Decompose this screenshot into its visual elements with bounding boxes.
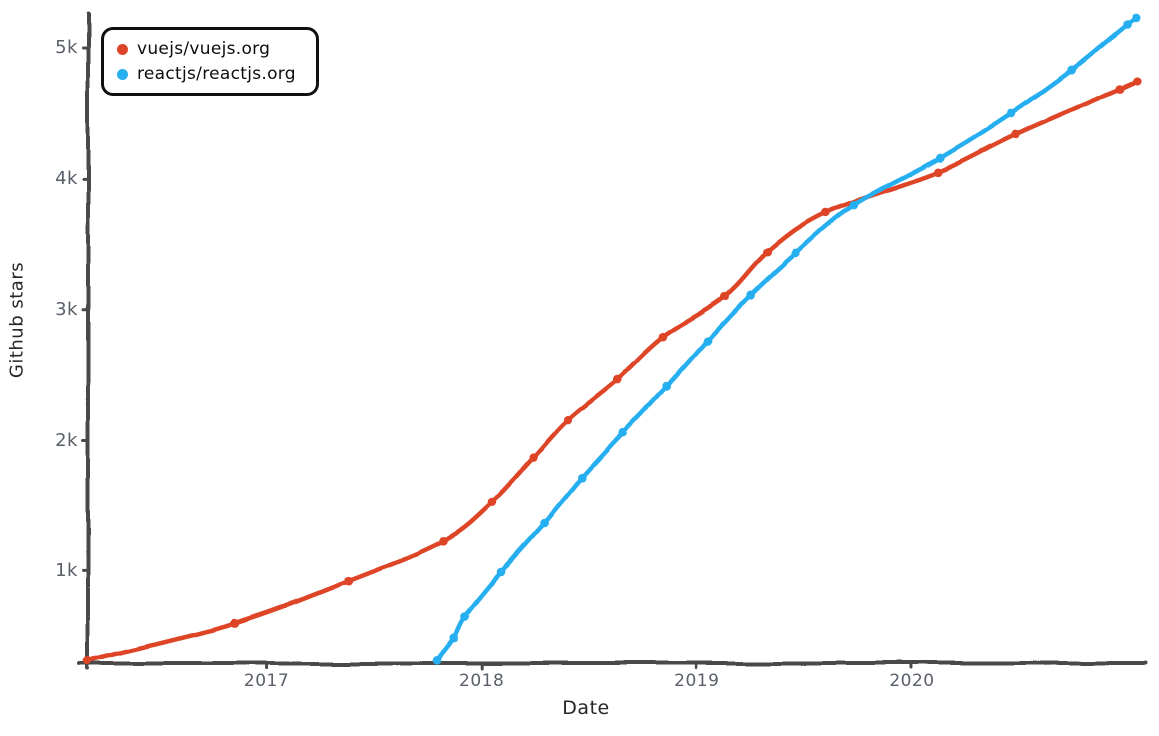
data-point-marker xyxy=(935,153,945,163)
data-point-marker xyxy=(438,537,448,546)
data-point-marker xyxy=(1133,76,1143,86)
data-point-marker xyxy=(662,382,672,392)
legend-item-reactjs: reactjs/reactjs.org xyxy=(117,64,296,84)
legend-label-vuejs: vuejs/vuejs.org xyxy=(137,39,271,59)
data-point-marker xyxy=(488,497,497,507)
data-point-marker xyxy=(578,472,588,482)
data-point-marker xyxy=(933,168,943,177)
data-point-marker xyxy=(791,249,801,258)
data-point-marker xyxy=(612,374,622,384)
legend-item-vuejs: vuejs/vuejs.org xyxy=(117,39,296,59)
data-point-marker xyxy=(1116,84,1125,93)
data-point-marker xyxy=(720,292,730,301)
data-point-marker xyxy=(83,656,93,665)
data-point-marker xyxy=(529,453,538,462)
vuejs-series-swatch-icon xyxy=(117,43,128,55)
data-point-marker xyxy=(563,415,573,424)
legend-label-reactjs: reactjs/reactjs.org xyxy=(137,64,296,84)
data-point-marker xyxy=(1010,130,1020,139)
data-point-marker xyxy=(703,336,712,346)
data-point-marker xyxy=(460,612,469,621)
series-line-0 xyxy=(85,78,1141,663)
data-point-marker xyxy=(763,247,773,257)
data-point-marker xyxy=(1006,109,1016,118)
legend: vuejs/vuejs.org reactjs/reactjs.org xyxy=(101,27,319,96)
data-point-marker xyxy=(1066,65,1076,75)
data-point-marker xyxy=(1122,20,1132,29)
series-line-1 xyxy=(434,15,1138,663)
data-point-marker xyxy=(1131,13,1140,23)
data-point-marker xyxy=(449,633,459,643)
data-point-marker xyxy=(619,428,628,438)
data-point-marker xyxy=(849,200,859,210)
reactjs-series-swatch-icon xyxy=(117,68,128,80)
x-axis-title: Date xyxy=(562,697,610,719)
data-point-marker xyxy=(496,567,506,576)
data-point-marker xyxy=(658,332,667,342)
data-point-marker xyxy=(432,656,441,665)
data-point-marker xyxy=(229,618,239,628)
data-point-marker xyxy=(746,291,755,300)
data-point-marker xyxy=(539,518,549,528)
y-axis-title: Github stars xyxy=(6,261,28,379)
data-point-marker xyxy=(344,576,353,586)
data-point-marker xyxy=(821,208,831,218)
